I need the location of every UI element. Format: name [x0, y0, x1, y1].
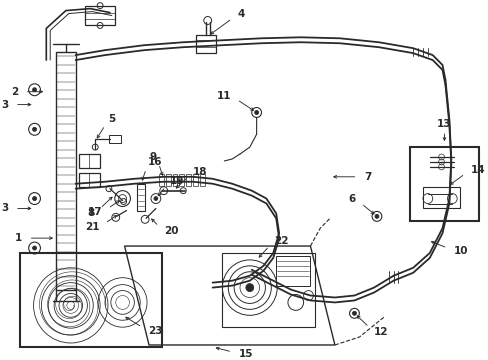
- Bar: [200, 174, 204, 186]
- Text: 6: 6: [348, 194, 355, 204]
- Circle shape: [33, 88, 37, 92]
- Bar: [79, 154, 100, 168]
- Bar: [20, 253, 162, 347]
- Text: 23: 23: [148, 326, 162, 336]
- Bar: [409, 147, 478, 221]
- Text: 4: 4: [237, 9, 244, 19]
- Text: 19: 19: [170, 176, 184, 186]
- Text: 21: 21: [84, 222, 99, 232]
- Circle shape: [33, 127, 37, 131]
- Bar: [159, 174, 163, 186]
- Bar: [193, 174, 198, 186]
- Circle shape: [245, 284, 253, 292]
- Bar: [109, 135, 121, 143]
- Text: 14: 14: [469, 165, 484, 175]
- Text: 20: 20: [163, 226, 178, 236]
- Bar: [422, 187, 459, 208]
- Bar: [165, 174, 170, 186]
- Circle shape: [254, 111, 258, 114]
- Text: 22: 22: [273, 236, 288, 246]
- Circle shape: [33, 246, 37, 250]
- Bar: [186, 174, 191, 186]
- Circle shape: [352, 311, 356, 315]
- Bar: [172, 174, 177, 186]
- Text: 17: 17: [87, 207, 102, 217]
- Text: 3: 3: [1, 100, 8, 109]
- Text: 5: 5: [108, 114, 116, 125]
- Bar: [56, 52, 76, 289]
- Text: 11: 11: [216, 91, 231, 101]
- Bar: [179, 174, 184, 186]
- Bar: [137, 184, 145, 211]
- Text: 12: 12: [373, 327, 388, 337]
- Bar: [222, 253, 315, 327]
- Bar: [85, 6, 115, 26]
- Text: 16: 16: [148, 157, 163, 167]
- Text: 10: 10: [453, 246, 468, 256]
- Circle shape: [154, 197, 158, 201]
- Text: 7: 7: [364, 172, 371, 182]
- Circle shape: [33, 197, 37, 201]
- Text: 9: 9: [149, 152, 156, 162]
- Bar: [196, 35, 215, 53]
- Bar: [79, 173, 100, 187]
- Text: 3: 3: [1, 203, 8, 213]
- Text: 1: 1: [15, 233, 22, 243]
- Text: 13: 13: [436, 120, 451, 129]
- Circle shape: [374, 215, 378, 219]
- Text: 2: 2: [11, 87, 18, 97]
- Text: 8: 8: [88, 208, 95, 218]
- Bar: [276, 256, 310, 285]
- Text: 15: 15: [238, 348, 253, 359]
- Text: 18: 18: [193, 167, 207, 177]
